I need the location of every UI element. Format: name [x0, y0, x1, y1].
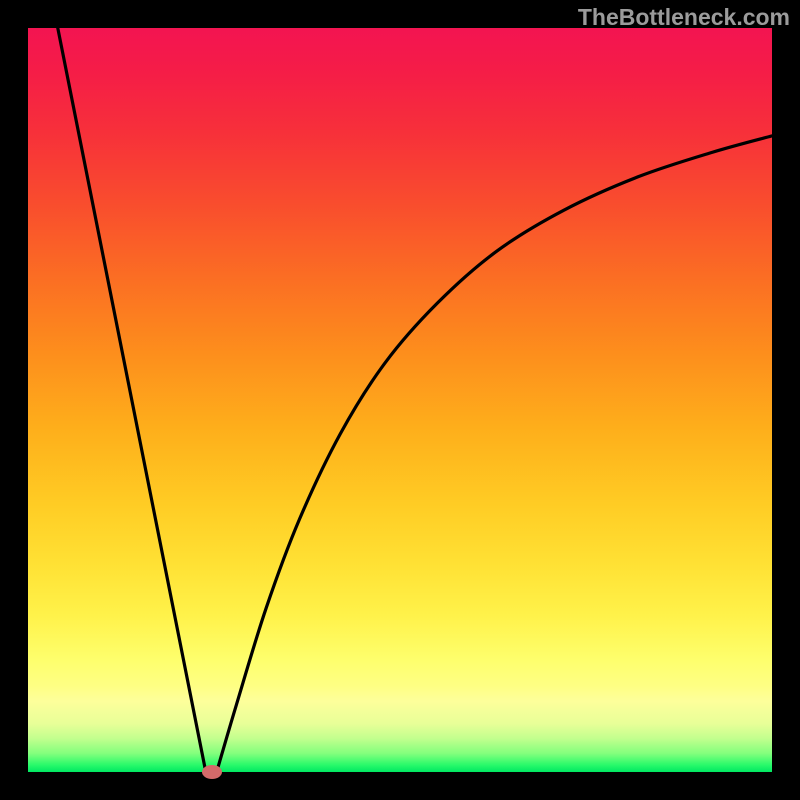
optimum-marker	[202, 765, 222, 779]
watermark-text: TheBottleneck.com	[578, 4, 790, 31]
plot-area	[28, 28, 772, 772]
outer-frame: TheBottleneck.com	[0, 0, 800, 800]
bottleneck-curve	[28, 28, 772, 772]
